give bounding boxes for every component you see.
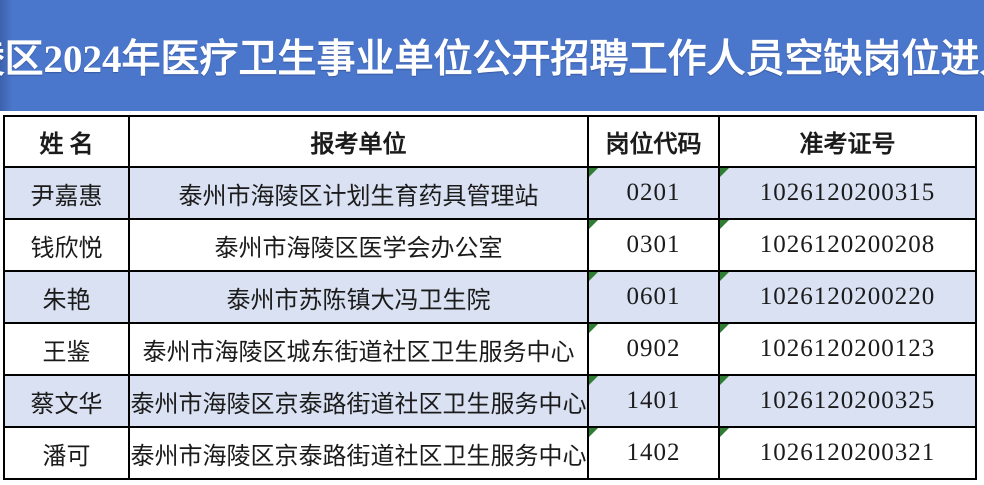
table-row: 潘可 泰州市海陵区京泰路街道社区卫生服务中心 1402 102612020032…: [3, 426, 977, 480]
table-row: 尹嘉惠 泰州市海陵区计划生育药具管理站 0201 1026120200315: [3, 166, 977, 220]
excel-error-indicator-icon: [721, 325, 729, 333]
header-unit: 报考单位: [128, 115, 589, 168]
excel-error-indicator-icon: [590, 169, 598, 177]
cell-name: 朱艳: [3, 270, 130, 324]
excel-error-indicator-icon: [590, 273, 598, 281]
cell-code: 1401: [587, 374, 720, 428]
cell-unit: 泰州市海陵区医学会办公室: [128, 218, 589, 272]
cell-ticket: 1026120200208: [718, 218, 977, 272]
cell-ticket: 1026120200325: [718, 374, 977, 428]
excel-error-indicator-icon: [590, 429, 598, 437]
cell-name: 蔡文华: [3, 374, 130, 428]
title-banner: 泰州市海陵区2024年医疗卫生事业单位公开招聘工作人员空缺岗位进入体检人员: [0, 0, 984, 111]
excel-error-indicator-icon: [721, 169, 729, 177]
excel-error-indicator-icon: [721, 429, 729, 437]
cell-ticket: 1026120200315: [718, 166, 977, 220]
header-name: 姓 名: [3, 115, 130, 168]
candidate-table-wrap: 姓 名 报考单位 岗位代码 准考证号 尹嘉惠 泰州市海陵区计划生育药具管理站 0…: [3, 115, 977, 480]
cell-unit: 泰州市苏陈镇大冯卫生院: [128, 270, 589, 324]
cell-code: 0301: [587, 218, 720, 272]
cell-name: 王鉴: [3, 322, 130, 376]
table-row: 蔡文华 泰州市海陵区京泰路街道社区卫生服务中心 1401 10261202003…: [3, 374, 977, 428]
header-code: 岗位代码: [587, 115, 720, 168]
excel-error-indicator-icon: [721, 377, 729, 385]
cell-code: 0902: [587, 322, 720, 376]
cell-unit: 泰州市海陵区城东街道社区卫生服务中心: [128, 322, 589, 376]
table-row: 钱欣悦 泰州市海陵区医学会办公室 0301 1026120200208: [3, 218, 977, 272]
table-row: 王鉴 泰州市海陵区城东街道社区卫生服务中心 0902 1026120200123: [3, 322, 977, 376]
cell-ticket: 1026120200321: [718, 426, 977, 480]
excel-error-indicator-icon: [590, 377, 598, 385]
cell-code: 1402: [587, 426, 720, 480]
cell-unit: 泰州市海陵区计划生育药具管理站: [128, 166, 589, 220]
cell-unit: 泰州市海陵区京泰路街道社区卫生服务中心: [128, 426, 589, 480]
cell-name: 钱欣悦: [3, 218, 130, 272]
cell-unit: 泰州市海陵区京泰路街道社区卫生服务中心: [128, 374, 589, 428]
cell-ticket: 1026120200123: [718, 322, 977, 376]
excel-error-indicator-icon: [721, 273, 729, 281]
excel-error-indicator-icon: [590, 221, 598, 229]
cell-ticket: 1026120200220: [718, 270, 977, 324]
cell-name: 潘可: [3, 426, 130, 480]
cell-code: 0201: [587, 166, 720, 220]
table-row: 朱艳 泰州市苏陈镇大冯卫生院 0601 1026120200220: [3, 270, 977, 324]
page-title: 泰州市海陵区2024年医疗卫生事业单位公开招聘工作人员空缺岗位进入体检人员: [0, 37, 984, 81]
header-row: 姓 名 报考单位 岗位代码 准考证号: [3, 115, 977, 168]
excel-error-indicator-icon: [590, 325, 598, 333]
cell-code: 0601: [587, 270, 720, 324]
table-body: 尹嘉惠 泰州市海陵区计划生育药具管理站 0201 1026120200315 钱…: [3, 166, 977, 480]
excel-error-indicator-icon: [721, 221, 729, 229]
candidate-table: 姓 名 报考单位 岗位代码 准考证号 尹嘉惠 泰州市海陵区计划生育药具管理站 0…: [3, 115, 977, 480]
cell-name: 尹嘉惠: [3, 166, 130, 220]
header-ticket: 准考证号: [718, 115, 977, 168]
